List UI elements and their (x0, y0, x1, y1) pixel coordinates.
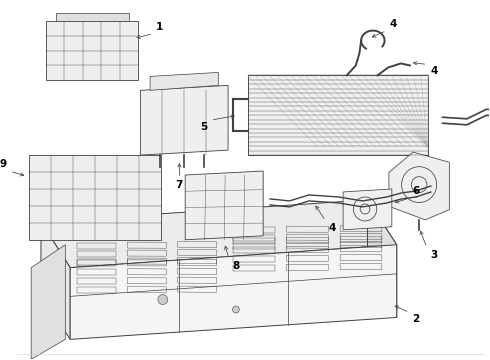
Text: 1: 1 (156, 22, 163, 32)
Polygon shape (343, 189, 392, 230)
Polygon shape (150, 72, 219, 90)
Circle shape (232, 306, 239, 313)
Polygon shape (31, 245, 65, 359)
Text: 4: 4 (430, 67, 438, 76)
Text: 4: 4 (390, 19, 397, 28)
Text: 5: 5 (200, 122, 208, 132)
Polygon shape (41, 222, 70, 339)
Circle shape (158, 294, 168, 305)
Text: 7: 7 (175, 180, 183, 190)
Polygon shape (55, 13, 129, 21)
Polygon shape (140, 85, 228, 155)
Bar (247, 75, 428, 155)
Polygon shape (70, 245, 397, 339)
Text: 9: 9 (0, 159, 7, 169)
Text: 6: 6 (412, 186, 419, 196)
Polygon shape (29, 155, 161, 240)
Polygon shape (368, 200, 397, 318)
Polygon shape (389, 152, 449, 220)
Text: 3: 3 (430, 250, 437, 260)
Text: 4: 4 (328, 223, 336, 233)
Polygon shape (41, 200, 397, 268)
Polygon shape (46, 21, 138, 80)
Text: 8: 8 (232, 261, 239, 271)
Polygon shape (185, 171, 263, 240)
Text: 2: 2 (412, 315, 419, 324)
